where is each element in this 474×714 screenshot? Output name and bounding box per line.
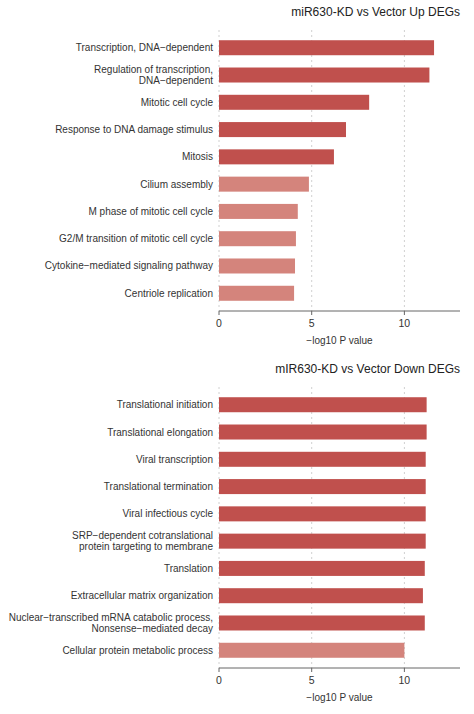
bar <box>219 286 294 301</box>
label-line: Cilium assembly <box>140 179 213 190</box>
category-label: M phase of mitotic cell cycle <box>89 206 214 217</box>
x-tick-label: 5 <box>309 674 315 686</box>
bar <box>219 561 425 576</box>
label-line: Cytokine−mediated signaling pathway <box>45 260 213 271</box>
category-label: Translational termination <box>104 481 213 492</box>
bar <box>219 397 427 412</box>
category-label: Cilium assembly <box>140 179 213 190</box>
label-line: SRP−dependent cotranslational <box>72 530 213 541</box>
x-tick-label: 0 <box>216 674 222 686</box>
category-label: G2/M transition of mitotic cell cycle <box>59 233 213 244</box>
category-label: Translational elongation <box>107 427 213 438</box>
x-tick <box>219 311 220 315</box>
bar <box>219 452 426 467</box>
title: miR630-KD vs Vector Up DEGs <box>291 5 460 19</box>
x-tick <box>311 668 312 672</box>
bars <box>219 397 427 658</box>
label-line: Response to DNA damage stimulus <box>55 124 213 135</box>
x-axis-line <box>219 311 460 312</box>
label-line: Mitotic cell cycle <box>141 97 214 108</box>
label-line: Translational initiation <box>117 399 213 410</box>
x-axis-line <box>219 668 460 669</box>
label-line: Mitosis <box>182 151 213 162</box>
label-line: Nuclear−transcribed mRNA catabolic proce… <box>9 612 213 623</box>
category-label: Mitosis <box>182 151 213 162</box>
label-line: M phase of mitotic cell cycle <box>89 206 214 217</box>
category-label: SRP−dependent cotranslationalprotein tar… <box>72 530 213 552</box>
bar <box>219 258 295 273</box>
category-label: Mitotic cell cycle <box>141 97 214 108</box>
title: mIR630-KD vs Vector Down DEGs <box>275 362 460 376</box>
category-label: Nuclear−transcribed mRNA catabolic proce… <box>9 612 213 634</box>
label-line: Regulation of transcription, <box>94 64 213 75</box>
label-line: Translational elongation <box>107 427 213 438</box>
category-label: Cellular protein metabolic process <box>62 645 213 656</box>
panel: miR630-KD vs Vector Up DEGs Centriole rep… <box>45 5 460 346</box>
label-line: G2/M transition of mitotic cell cycle <box>59 233 213 244</box>
label-line: Transcription, DNA−dependent <box>76 42 213 53</box>
category-label: Cytokine−mediated signaling pathway <box>45 260 213 271</box>
x-tick <box>219 668 220 672</box>
category-label: Regulation of transcription,DNA−dependen… <box>94 64 213 86</box>
bar <box>219 231 296 246</box>
label-line: Viral transcription <box>136 454 213 465</box>
bar <box>219 177 309 192</box>
bar <box>219 122 346 137</box>
bar <box>219 479 426 494</box>
x-tick-label: 0 <box>216 317 222 329</box>
bar <box>219 534 426 549</box>
category-label: Viral infectious cycle <box>123 508 214 519</box>
category-label: Transcription, DNA−dependent <box>76 42 213 53</box>
bar <box>219 588 423 603</box>
category-label: Centriole replication <box>125 288 213 299</box>
category-label: Extracellular matrix organization <box>71 590 213 601</box>
label-line: Nonsense−mediated decay <box>92 623 213 634</box>
category-label: Viral transcription <box>136 454 213 465</box>
x-tick <box>404 668 405 672</box>
x-axis-label: −log10 P value <box>306 692 373 703</box>
label-line: DNA−dependent <box>139 75 213 86</box>
bar <box>219 204 298 219</box>
x-tick <box>311 311 312 315</box>
bar <box>219 68 429 83</box>
bar <box>219 40 434 55</box>
x-axis-label: −log10 P value <box>306 335 373 346</box>
label-line: Viral infectious cycle <box>123 508 214 519</box>
bar <box>219 615 425 630</box>
bar <box>219 643 404 658</box>
bar <box>219 506 426 521</box>
x-tick <box>404 311 405 315</box>
bar <box>219 95 369 110</box>
label-line: protein targeting to membrane <box>79 541 213 552</box>
category-label: Response to DNA damage stimulus <box>55 124 213 135</box>
label-line: Centriole replication <box>125 288 213 299</box>
label-line: Translational termination <box>104 481 213 492</box>
panel: mIR630-KD vs Vector Down DEGs Cellular pr… <box>9 362 460 703</box>
bars <box>219 40 434 301</box>
category-label: Translational initiation <box>117 399 213 410</box>
bar <box>219 425 427 440</box>
x-tick-label: 10 <box>399 317 411 329</box>
x-tick-label: 5 <box>309 317 315 329</box>
label-line: Translation <box>164 563 213 574</box>
bar <box>219 149 334 164</box>
x-tick-label: 10 <box>399 674 411 686</box>
figure: miR630-KD vs Vector Up DEGs Centriole rep… <box>0 0 474 714</box>
label-line: Extracellular matrix organization <box>71 590 213 601</box>
label-line: Cellular protein metabolic process <box>62 645 213 656</box>
category-label: Translation <box>164 563 213 574</box>
